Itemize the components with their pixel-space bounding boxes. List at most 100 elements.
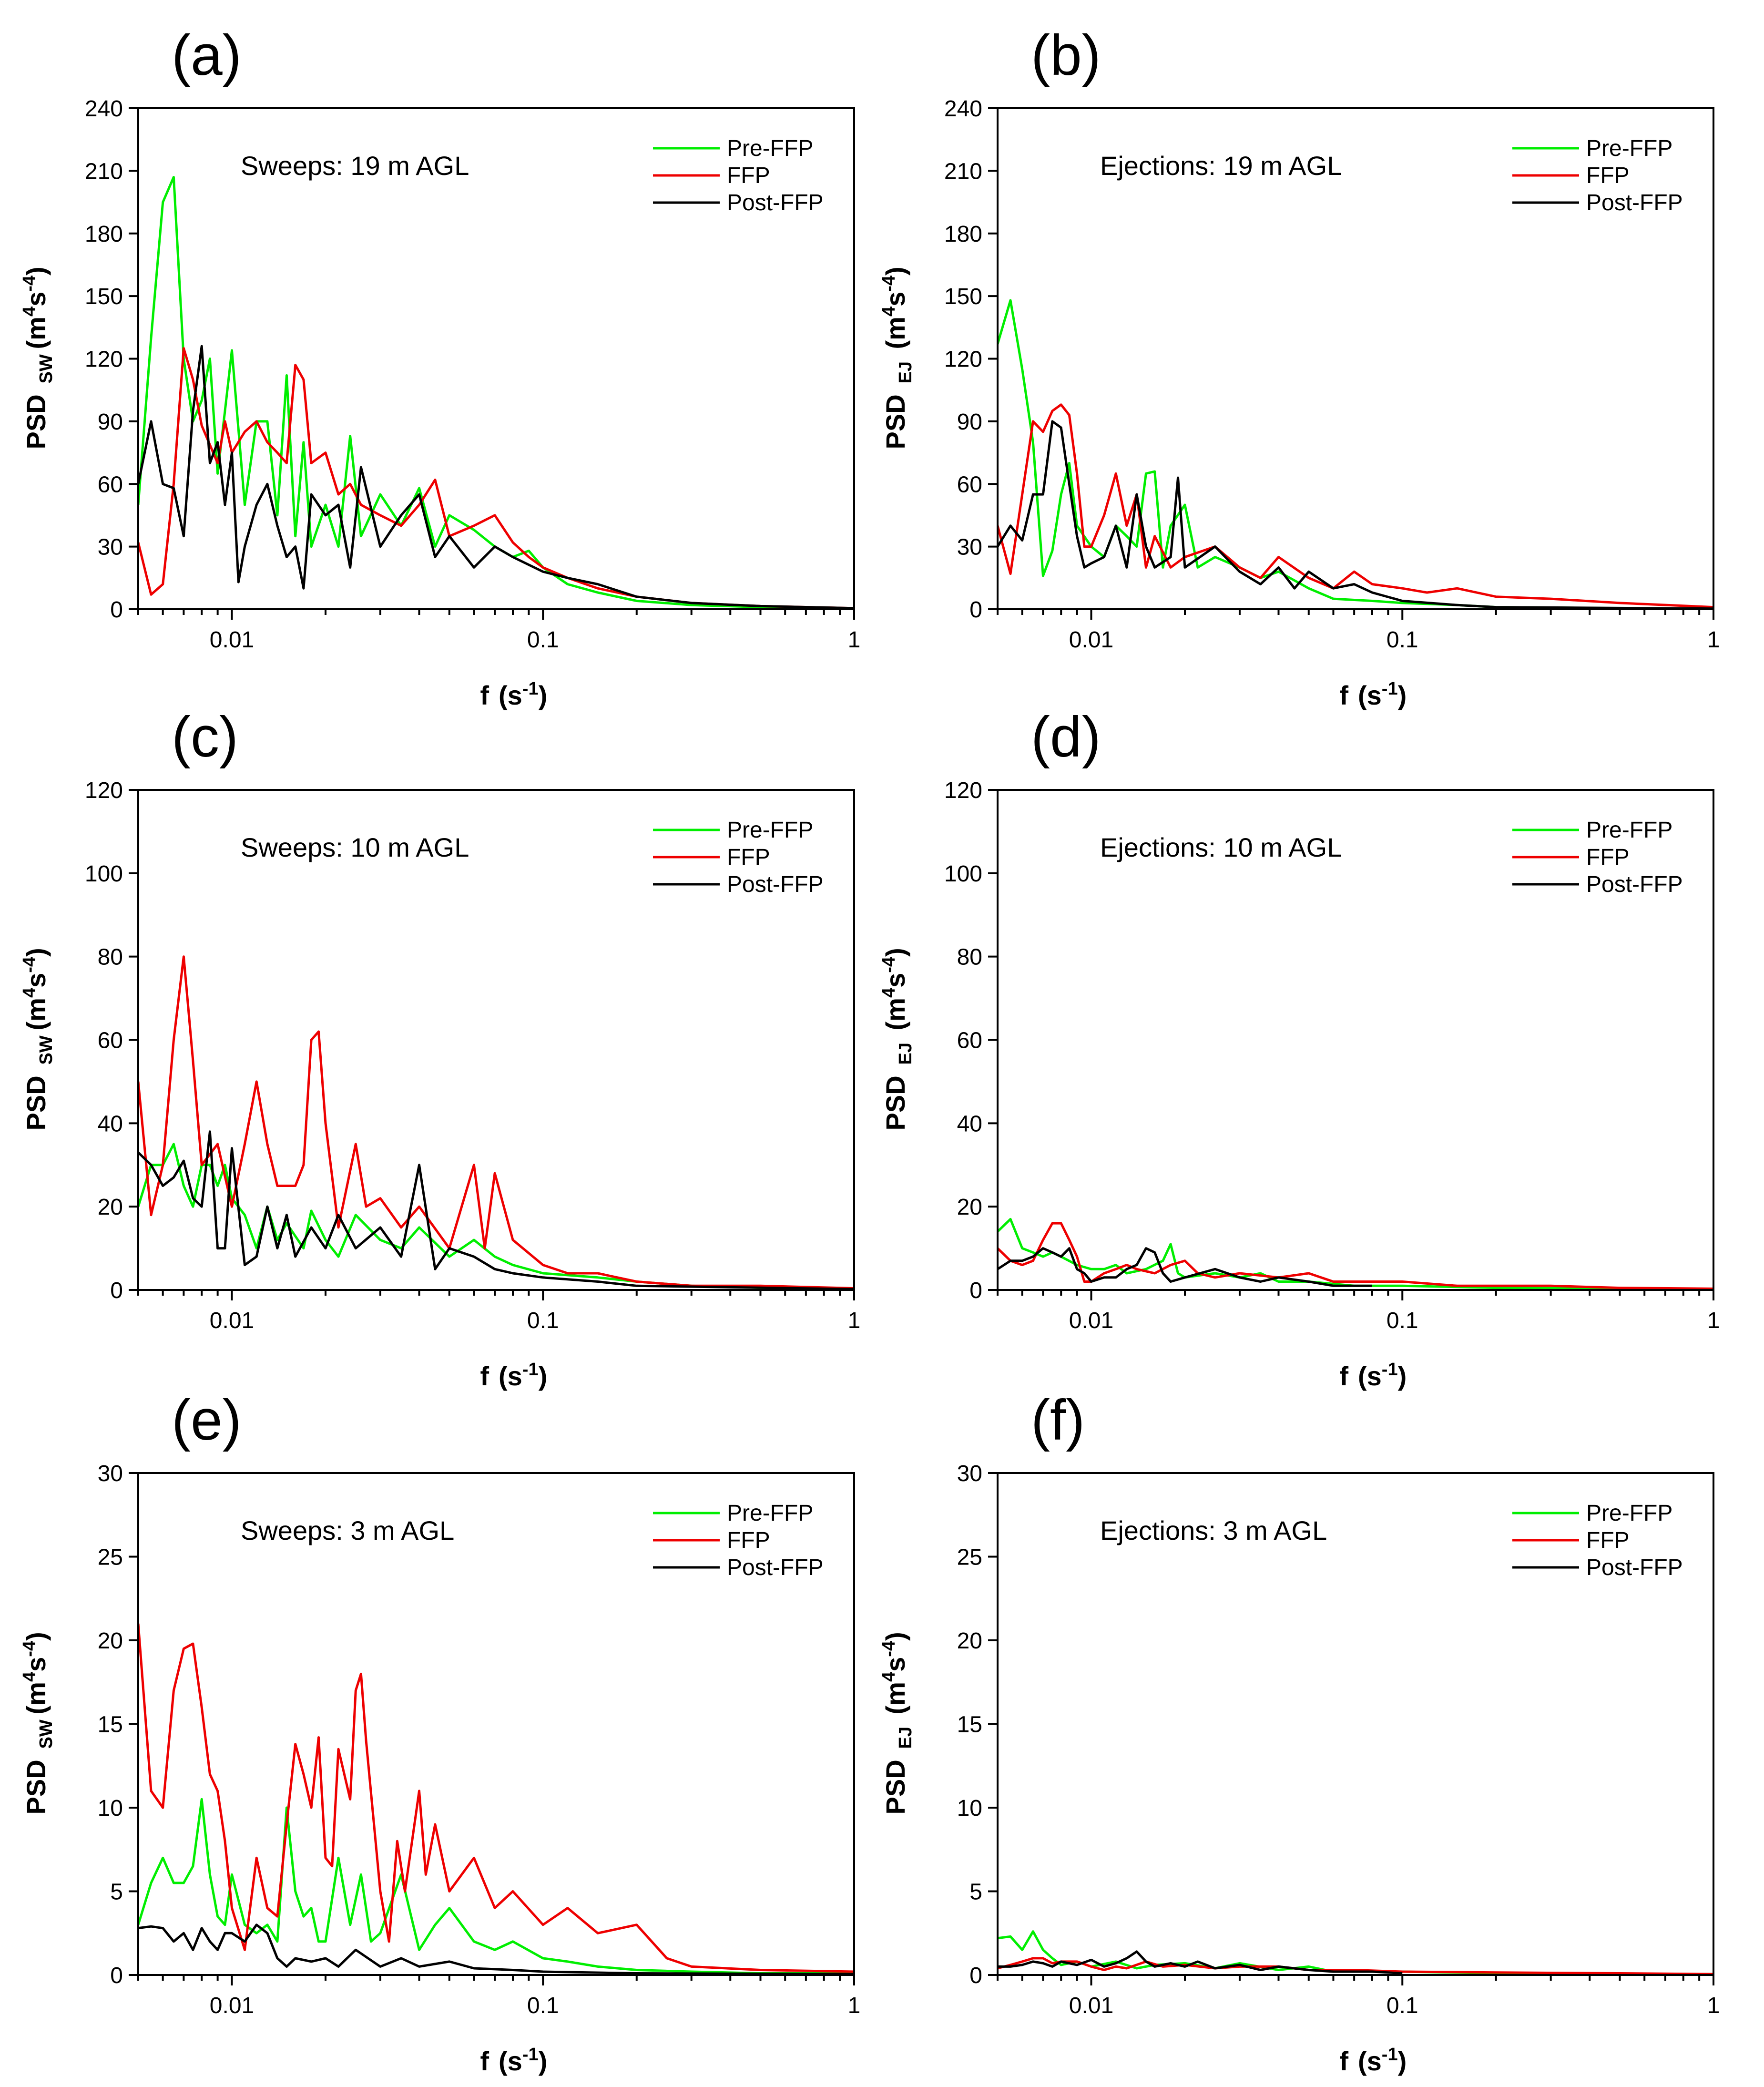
y-tick-label: 25 [98,1545,123,1570]
y-tick-label: 0 [110,1963,123,1988]
legend-label: Post-FFP [1586,190,1683,215]
y-tick-label: 210 [85,159,123,184]
series-line-post-ffp [138,345,854,609]
y-tick-label: 80 [98,945,123,970]
panel-letter: (d) [1031,705,1101,769]
series-line-ffp [138,347,854,609]
x-tick-label: 0.01 [210,627,254,653]
legend-label: Pre-FFP [727,818,813,843]
series-group [138,176,854,609]
y-axis-label: PSD EJ (m4s-4) [879,948,916,1130]
y-tick-label: 100 [85,861,123,887]
y-axis-main: PSD [880,1760,910,1814]
series-line-pre-ffp [138,1143,854,1290]
y-axis-subscript: EJ [896,361,916,383]
series-line-ffp [998,1957,1713,1975]
y-tick-label: 30 [98,1461,123,1486]
y-tick-label: 20 [98,1628,123,1654]
series-line-post-ffp [998,1950,1403,1974]
y-tick-label: 30 [957,535,982,560]
inner-title: Ejections: 19 m AGL [1100,151,1342,181]
series-line-ffp [138,955,854,1289]
y-axis-label: PSD EJ (m4s-4) [879,266,916,449]
x-axis-unit: (s-1) [1358,1360,1407,1391]
y-tick-label: 10 [957,1796,982,1821]
y-axis-label: PSD SW (m4s-4) [20,948,56,1130]
series-line-pre-ffp [138,1798,854,1974]
legend-label: Pre-FFP [1586,1501,1672,1526]
panel-f: (f) 0 5 10 15 20 25 30 0.01 0.1 1 f (s-1) PSD EJ (m4s-4… [879,1388,1720,2076]
series-group [998,1930,1713,1975]
panel-letter: (f) [1031,1388,1085,1452]
panel-letter: (a) [172,23,242,87]
legend-label: FFP [727,163,770,188]
y-axis-main: PSD [21,1760,51,1814]
y-tick-label: 5 [969,1880,982,1905]
series-line-post-ffp [138,1923,854,1975]
panel-e: (e) 0 5 10 15 20 25 30 0.01 0.1 1 f (s-1) PSD SW (m4s-4… [20,1388,860,2076]
x-axis-symbol: f [480,1361,489,1391]
x-axis-label: f (s-1) [1339,1360,1407,1391]
inner-title: Ejections: 10 m AGL [1100,832,1342,862]
panel-a: (a) 0 30 60 90 120 150 180 210 240 0.01 0.1 1 f (s-1) P… [20,23,860,710]
y-tick-label: 20 [957,1628,982,1654]
x-tick-label: 0.01 [210,1308,254,1333]
y-tick-label: 150 [944,284,982,309]
y-axis-main: PSD [21,394,51,449]
series-group [998,299,1713,609]
panel-d: (d) 0 20 40 60 80 100 120 0.01 0.1 1 f (s-1) PSD EJ (m4… [879,705,1720,1391]
y-axis-unit: (m4s-4) [20,1632,51,1714]
y-tick-label: 60 [98,1028,123,1054]
y-tick-label: 100 [944,861,982,887]
legend-label: Pre-FFP [727,1501,813,1526]
x-axis-label: f (s-1) [480,679,547,710]
x-axis-symbol: f [480,2046,489,2076]
x-tick-label: 1 [848,627,861,653]
x-axis-label: f (s-1) [480,2045,547,2076]
y-tick-label: 60 [98,472,123,497]
y-axis-label: PSD SW (m4s-4) [20,1632,56,1814]
series-line-ffp [138,1623,854,1973]
x-tick-label: 0.01 [1069,1993,1113,2018]
panel-letter: (e) [172,1388,242,1452]
x-tick-label: 0.1 [1387,627,1418,653]
panel-letter: (b) [1031,23,1101,87]
x-tick-label: 0.1 [1387,1308,1418,1333]
x-axis-unit: (s-1) [1358,679,1407,710]
y-tick-label: 240 [944,96,982,122]
x-tick-label: 0.01 [210,1993,254,2018]
y-axis-unit: (m4s-4) [20,266,51,349]
legend-label: FFP [1586,1528,1630,1553]
legend-label: Pre-FFP [1586,136,1672,161]
x-tick-label: 1 [1707,1993,1720,2018]
y-tick-label: 180 [944,222,982,247]
y-tick-label: 0 [969,1278,982,1303]
y-tick-label: 30 [957,1461,982,1486]
y-axis-unit: (m4s-4) [879,266,910,349]
y-axis-subscript: SW [36,354,56,383]
y-tick-label: 0 [110,1278,123,1303]
y-tick-label: 210 [944,159,982,184]
x-axis-symbol: f [1339,1361,1348,1391]
y-axis-subscript: EJ [896,1727,916,1749]
y-tick-label: 0 [969,1963,982,1988]
legend-label: Post-FFP [727,872,824,897]
y-tick-label: 15 [957,1712,982,1738]
x-axis-symbol: f [480,680,489,710]
y-tick-label: 240 [85,96,123,122]
y-tick-label: 0 [969,597,982,623]
legend-label: FFP [727,845,770,870]
y-tick-label: 180 [85,222,123,247]
x-tick-label: 0.01 [1069,627,1113,653]
inner-title: Ejections: 3 m AGL [1100,1515,1327,1545]
series-line-pre-ffp [998,1930,1713,1975]
y-tick-label: 90 [957,409,982,435]
series-line-pre-ffp [998,299,1713,609]
y-tick-label: 10 [98,1796,123,1821]
x-axis-label: f (s-1) [1339,2045,1407,2076]
